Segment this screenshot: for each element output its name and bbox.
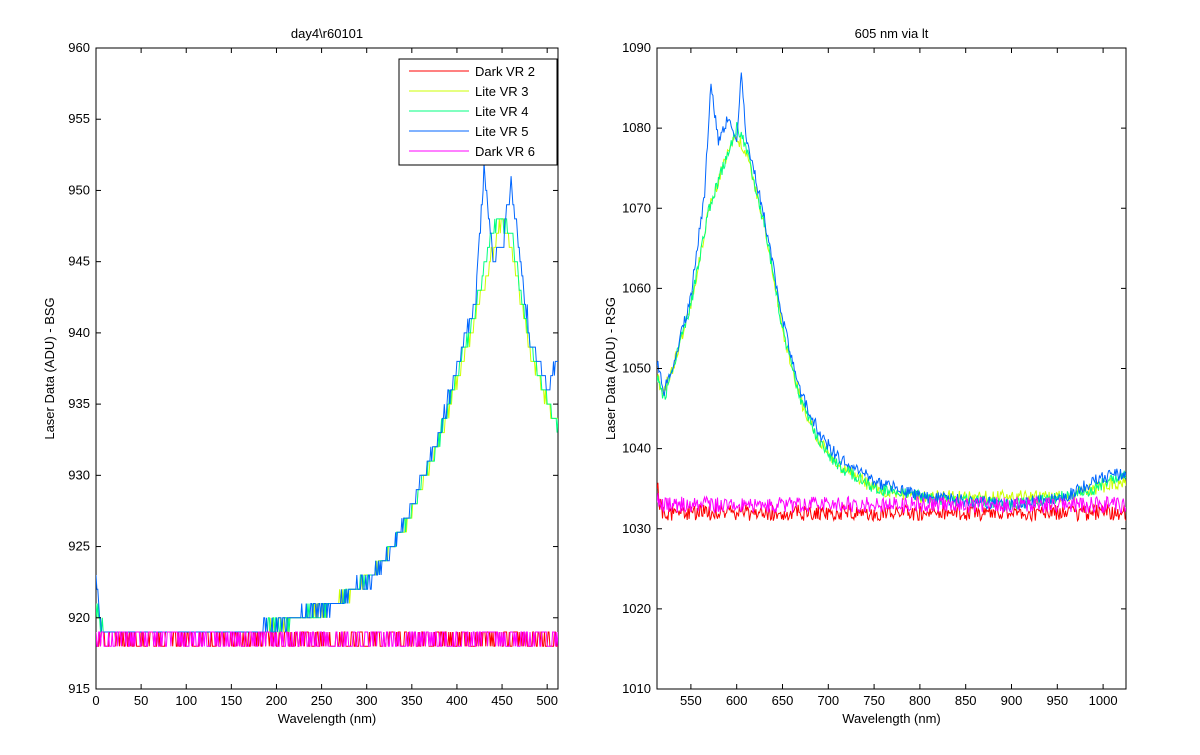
chart-title: 605 nm via lt xyxy=(855,26,929,41)
y-tick-label: 925 xyxy=(68,539,90,554)
y-tick-label: 1010 xyxy=(622,681,651,696)
series-line-1 xyxy=(657,482,1126,523)
legend: Dark VR 2 Lite VR 3 Lite VR 4 Lite VR 5 Dark… xyxy=(398,58,558,166)
series-group xyxy=(96,161,558,647)
y-tick-label: 1060 xyxy=(622,280,651,295)
x-tick-label: 500 xyxy=(536,693,558,708)
x-tick-label: 50 xyxy=(134,693,148,708)
y-tick-label: 1030 xyxy=(622,521,651,536)
y-tick-label: 915 xyxy=(68,681,90,696)
legend-label: Lite VR 4 xyxy=(475,104,528,119)
series-line-3 xyxy=(657,122,1126,511)
series-line-5 xyxy=(96,631,558,647)
x-axis-label: Wavelength (nm) xyxy=(278,711,377,726)
y-tick-label: 950 xyxy=(68,182,90,197)
x-tick-label: 450 xyxy=(491,693,513,708)
y-tick-label: 955 xyxy=(68,111,90,126)
x-tick-label: 550 xyxy=(680,693,702,708)
series-group xyxy=(657,72,1126,523)
y-tick-label: 960 xyxy=(68,40,90,55)
legend-label: Dark VR 6 xyxy=(475,144,535,159)
axes-1: 0 50 100 150 200 250 300 350 400 450 500 915 920 925 9… xyxy=(42,26,559,726)
x-tick-label: 100 xyxy=(175,693,197,708)
x-tick-label: 600 xyxy=(726,693,748,708)
x-tick-label: 300 xyxy=(356,693,378,708)
x-tick-label: 700 xyxy=(817,693,839,708)
y-tick-label: 1040 xyxy=(622,441,651,456)
y-axis-label: Laser Data (ADU) - RSG xyxy=(603,297,618,440)
y-tick-label: 1080 xyxy=(622,120,651,135)
legend-label: Lite VR 3 xyxy=(475,84,528,99)
x-tick-label: 350 xyxy=(401,693,423,708)
series-line-5 xyxy=(657,492,1126,514)
legend-label: Lite VR 5 xyxy=(475,124,528,139)
y-tick-label: 920 xyxy=(68,610,90,625)
y-tick-label: 1070 xyxy=(622,200,651,215)
x-tick-label: 900 xyxy=(1001,693,1023,708)
x-tick-label: 150 xyxy=(221,693,243,708)
x-tick-label: 750 xyxy=(863,693,885,708)
x-tick-label: 0 xyxy=(92,693,99,708)
chart-title: day4\r60101 xyxy=(291,26,363,41)
y-tick-label: 1050 xyxy=(622,361,651,376)
x-axis-label: Wavelength (nm) xyxy=(842,711,941,726)
axes-2: 550 600 650 700 750 800 850 900 950 1000 1010 1020 1… xyxy=(603,26,1127,726)
x-tick-label: 400 xyxy=(446,693,468,708)
x-tick-label: 250 xyxy=(311,693,333,708)
x-tick-label: 800 xyxy=(909,693,931,708)
y-tick-label: 1020 xyxy=(622,601,651,616)
legend-box xyxy=(398,58,558,166)
legend-label: Dark VR 2 xyxy=(475,64,535,79)
x-tick-label: 200 xyxy=(266,693,288,708)
y-axis-label: Laser Data (ADU) - BSG xyxy=(42,297,57,439)
plot-area xyxy=(656,47,1127,690)
x-tick-label: 650 xyxy=(772,693,794,708)
y-tick-label: 930 xyxy=(68,467,90,482)
x-tick-label: 1000 xyxy=(1089,693,1118,708)
y-tick-label: 945 xyxy=(68,254,90,269)
y-tick-label: 1090 xyxy=(622,40,651,55)
y-tick-label: 935 xyxy=(68,396,90,411)
y-tick-label: 940 xyxy=(68,325,90,340)
x-tick-label: 950 xyxy=(1046,693,1068,708)
x-tick-label: 850 xyxy=(955,693,977,708)
